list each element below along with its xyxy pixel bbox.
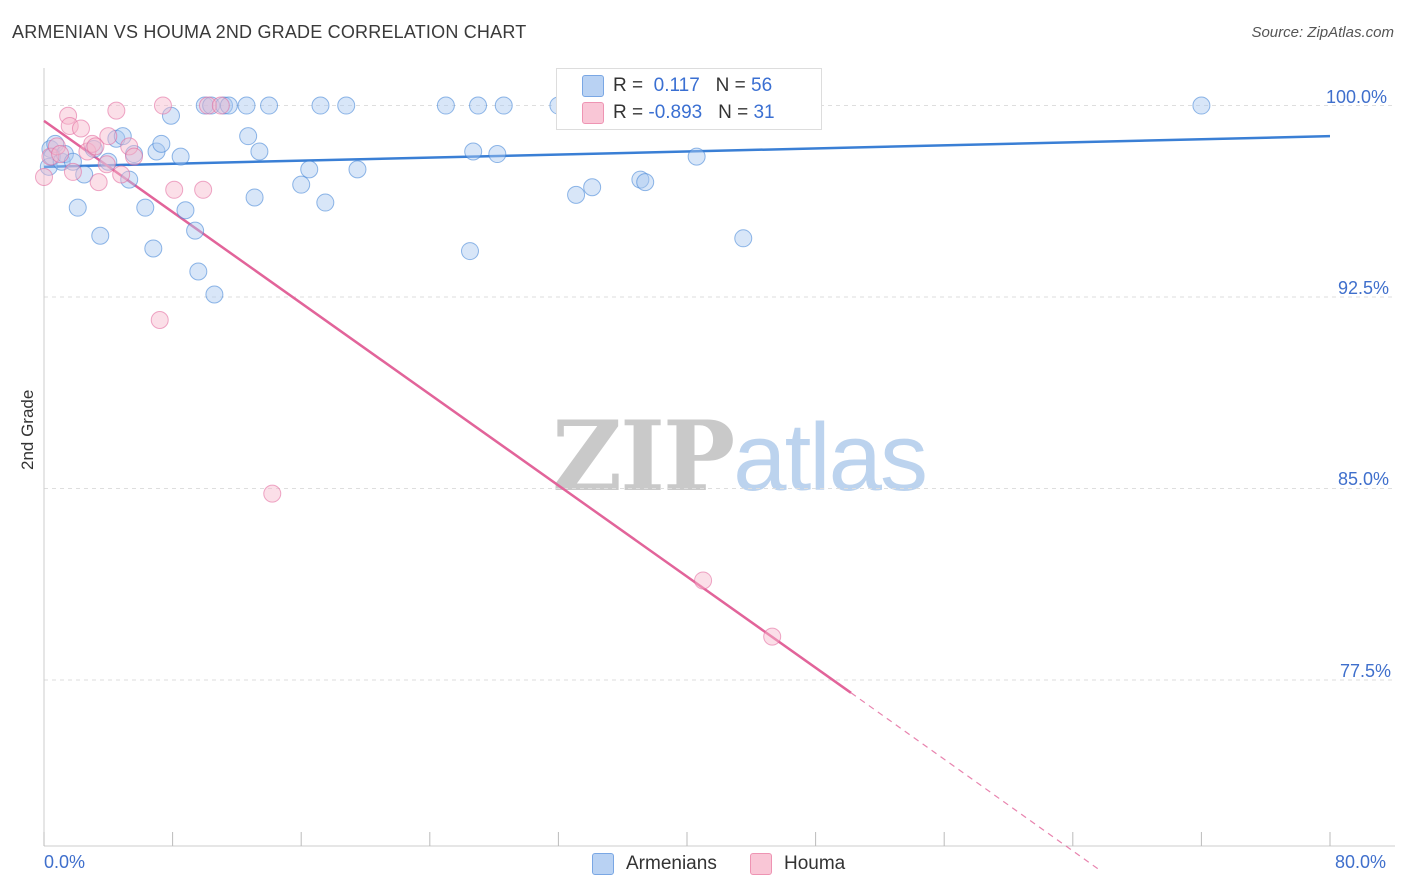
chart-title: ARMENIAN VS HOUMA 2ND GRADE CORRELATION … xyxy=(12,22,527,42)
armenians-point xyxy=(75,165,94,184)
armenians-point xyxy=(636,173,655,192)
legend-r-houma: R = -0.893 N = 31 xyxy=(613,102,775,124)
armenians-point xyxy=(152,134,171,153)
watermark-zip: ZIP xyxy=(552,400,735,513)
houma-point xyxy=(89,173,108,192)
armenians-point xyxy=(189,262,208,281)
houma-point xyxy=(125,147,144,166)
houma-point xyxy=(150,311,169,330)
data-points xyxy=(35,96,1211,646)
armenians-point xyxy=(687,147,706,166)
armenians-point xyxy=(68,198,87,217)
stats-legend: R = 0.117 N = 56 R = -0.893 N = 31 xyxy=(556,68,822,130)
x-tick-label-max: 80.0% xyxy=(1335,852,1387,872)
armenians-point xyxy=(239,127,258,146)
source-label: Source: ZipAtlas.com xyxy=(1251,24,1394,41)
armenians-point xyxy=(260,96,279,115)
armenians-point xyxy=(171,147,190,166)
houma-point xyxy=(71,119,90,138)
armenians-point xyxy=(245,188,264,207)
armenians-point xyxy=(292,175,311,194)
y-tick-label: 92.5% xyxy=(1338,278,1390,298)
houma-point xyxy=(112,165,131,184)
r-value: 0.117 xyxy=(648,75,700,96)
axes xyxy=(43,68,1395,847)
x-tick-label-min: 0.0% xyxy=(44,852,86,872)
armenians-point xyxy=(91,226,110,245)
r-label: R = xyxy=(613,102,649,123)
y-tick-label: 85.0% xyxy=(1338,469,1390,489)
watermark-atlas: atlas xyxy=(733,404,928,511)
houma-point xyxy=(107,101,126,120)
houma-point xyxy=(120,137,139,156)
houma-point xyxy=(153,96,172,115)
armenians-point xyxy=(300,160,319,179)
houma-point xyxy=(51,145,70,164)
armenians-point xyxy=(113,127,132,146)
houma-point xyxy=(763,627,782,646)
armenians-point xyxy=(144,239,163,258)
houma-trend-line xyxy=(43,119,852,694)
n-label: N = xyxy=(718,102,754,123)
houma-point xyxy=(99,127,118,146)
houma-point xyxy=(63,162,82,181)
armenians-point xyxy=(136,198,155,217)
legend-item-armenians[interactable]: Armenians xyxy=(592,850,717,878)
armenians-legend-label: Armenians xyxy=(626,853,717,874)
houma-point xyxy=(165,180,184,199)
armenians-point xyxy=(186,221,205,240)
armenians-point xyxy=(176,201,195,220)
y-axis-title: 2nd Grade xyxy=(18,389,37,470)
houma-point xyxy=(198,96,217,115)
legend-r-armenians: R = 0.117 N = 56 xyxy=(613,75,772,97)
legend-item-houma[interactable]: Houma xyxy=(750,850,845,878)
armenians-point xyxy=(1192,96,1211,115)
watermark: ZIPatlas xyxy=(552,400,928,513)
armenians-trend-line xyxy=(43,134,1331,169)
armenians-point xyxy=(488,145,507,164)
armenians-point xyxy=(464,142,483,161)
houma-point xyxy=(86,137,105,156)
trend-lines xyxy=(43,119,1331,873)
armenians-point xyxy=(583,178,602,197)
r-value: -0.893 xyxy=(648,102,703,123)
armenians-point xyxy=(205,285,224,304)
armenians-point xyxy=(631,170,650,189)
armenians-legend-swatch xyxy=(592,853,614,875)
houma-point xyxy=(694,571,713,590)
armenians-point xyxy=(311,96,330,115)
armenians-point xyxy=(436,96,455,115)
houma-point xyxy=(35,168,53,187)
houma-trend-extension xyxy=(850,692,1103,873)
r-label: R = xyxy=(613,75,649,96)
houma-legend-swatch xyxy=(750,853,772,875)
y-tick-label: 100.0% xyxy=(1326,87,1388,107)
n-value: 31 xyxy=(753,102,775,123)
armenians-swatch xyxy=(582,75,604,97)
houma-point xyxy=(263,484,282,503)
houma-point xyxy=(194,180,213,199)
n-label: N = xyxy=(715,75,752,96)
armenians-point xyxy=(250,142,269,161)
houma-swatch xyxy=(582,102,604,124)
armenians-point xyxy=(734,229,753,248)
y-tick-label: 77.5% xyxy=(1340,661,1392,681)
armenians-point xyxy=(316,193,335,212)
houma-point xyxy=(211,96,230,115)
armenians-point xyxy=(237,96,256,115)
armenians-point xyxy=(337,96,356,115)
houma-point xyxy=(97,155,116,174)
gridlines xyxy=(44,105,1395,681)
n-value: 56 xyxy=(751,75,773,96)
houma-point xyxy=(60,116,79,135)
armenians-point xyxy=(494,96,513,115)
armenians-point xyxy=(460,242,479,261)
houma-point xyxy=(83,134,102,153)
houma-legend-label: Houma xyxy=(784,853,846,874)
armenians-point xyxy=(567,185,586,204)
armenians-point xyxy=(348,160,367,179)
armenians-point xyxy=(469,96,488,115)
